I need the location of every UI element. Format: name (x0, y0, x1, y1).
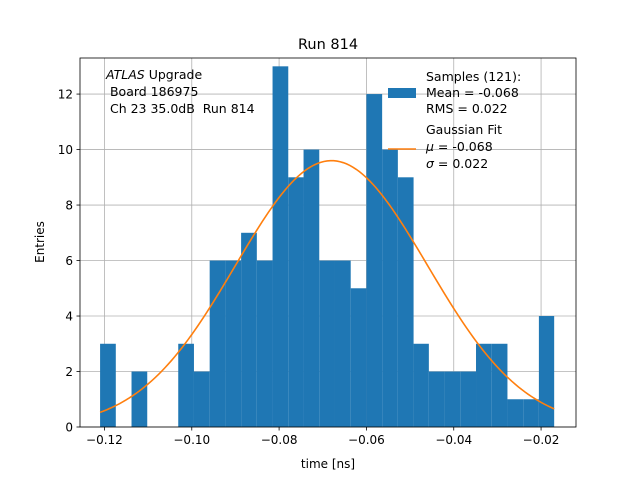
x-tick-label: −0.10 (173, 433, 210, 447)
y-tick-label: 10 (58, 143, 73, 157)
histogram-bar (382, 149, 398, 427)
histogram-bar (428, 371, 445, 427)
y-tick-label: 12 (58, 88, 73, 102)
histogram-bar (538, 316, 555, 427)
y-tick-label: 8 (65, 199, 73, 213)
histogram-bar (256, 260, 273, 427)
x-tick-label: −0.04 (435, 433, 472, 447)
x-tick-label: −0.02 (523, 433, 560, 447)
histogram-bar (288, 177, 304, 427)
x-tick-label: −0.08 (261, 433, 298, 447)
y-tick-label: 6 (65, 254, 73, 268)
gaussian-fit-curve (99, 159, 555, 414)
histogram-bar (241, 232, 257, 427)
legend-samples-swatch (388, 88, 416, 98)
chart-title: Run 814 (298, 37, 358, 53)
y-tick-label: 0 (65, 421, 73, 435)
histogram-bar (491, 343, 508, 427)
histogram-bar (507, 399, 524, 427)
annotation-board: Board 186975 (106, 84, 198, 99)
histogram-bar (444, 371, 461, 427)
annotation-channel: Ch 23 35.0dB Run 814 (106, 101, 255, 116)
legend: Samples (121): Mean = -0.068 RMS = 0.022… (388, 69, 521, 171)
y-tick-label: 4 (65, 310, 73, 324)
legend-fit-mu-symbol: μ (425, 139, 434, 154)
histogram-bars (100, 66, 555, 428)
histogram-bar (131, 371, 148, 427)
svg-text:ATLAS Upgrade: ATLAS Upgrade (105, 67, 202, 82)
annotation-atlas: ATLAS (105, 67, 145, 82)
histogram-bar (334, 260, 351, 427)
histogram-bar (272, 66, 289, 428)
annotation-upgrade: Upgrade (145, 67, 203, 82)
histogram-bar (413, 343, 429, 427)
histogram-bar (350, 288, 367, 427)
gaussian-fit (99, 159, 555, 414)
x-tick-label: −0.06 (348, 433, 385, 447)
histogram-bar (193, 371, 210, 427)
x-axis-label: time [ns] (301, 457, 355, 471)
histogram-bar (460, 371, 477, 427)
legend-fit-sigma-symbol: σ (426, 156, 435, 171)
histogram-bar (319, 260, 335, 427)
histogram-bar (225, 260, 242, 427)
legend-samples-mean: Mean = -0.068 (426, 85, 519, 100)
legend-fit-sigma-value: = 0.022 (434, 156, 488, 171)
legend-samples-title: Samples (121): (426, 69, 521, 84)
plot-frame (79, 57, 577, 428)
svg-text:σ = 0.022: σ = 0.022 (426, 156, 488, 171)
histogram-bar (100, 343, 116, 427)
svg-text:μ = -0.068: μ = -0.068 (425, 139, 493, 154)
histogram-bar (178, 343, 194, 427)
histogram-bar (476, 343, 492, 427)
histogram-bar (397, 177, 414, 427)
legend-samples-rms: RMS = 0.022 (426, 101, 508, 116)
histogram-bar (523, 399, 539, 427)
histogram-bar (303, 149, 320, 427)
legend-fit-mu-value: = -0.068 (434, 139, 493, 154)
histogram-bar (366, 94, 383, 427)
y-tick-label: 2 (65, 365, 73, 379)
legend-fit-title: Gaussian Fit (426, 122, 502, 137)
y-axis-label: Entries (33, 221, 47, 263)
atlas-annotation: ATLAS Upgrade Board 186975 Ch 23 35.0dB … (105, 67, 255, 116)
axis-ticks: −0.12 −0.10 −0.08 −0.06 −0.04 −0.02 0 2 4 6 8 10 12 (58, 88, 560, 447)
x-tick-label: −0.12 (86, 433, 123, 447)
